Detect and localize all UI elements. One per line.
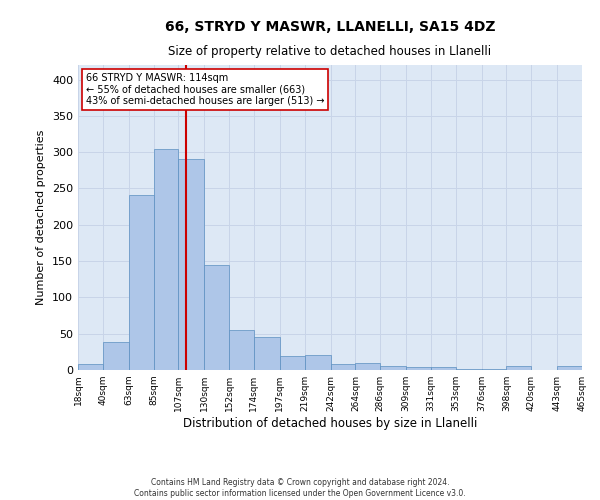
Bar [78,364,103,370]
Bar [380,366,406,370]
Text: 66 STRYD Y MASWR: 114sqm
← 55% of detached houses are smaller (663)
43% of semi-: 66 STRYD Y MASWR: 114sqm ← 55% of detach… [86,72,324,106]
Text: Size of property relative to detached houses in Llanelli: Size of property relative to detached ho… [169,45,491,58]
Text: 66, STRYD Y MASWR, LLANELLI, SA15 4DZ: 66, STRYD Y MASWR, LLANELLI, SA15 4DZ [165,20,495,34]
Bar [178,158,204,370]
Bar [280,356,305,370]
Bar [406,367,431,370]
Y-axis label: Number of detached properties: Number of detached properties [37,130,46,305]
Bar [506,366,531,370]
Bar [482,368,506,370]
Bar [229,330,254,370]
Bar [431,367,456,370]
Bar [254,338,280,370]
Bar [355,362,380,370]
Bar [204,266,229,370]
Bar [129,195,154,370]
Bar [305,356,331,370]
Bar [103,342,129,370]
X-axis label: Distribution of detached houses by size in Llanelli: Distribution of detached houses by size … [183,417,477,430]
Bar [557,366,582,370]
Bar [456,368,482,370]
Bar [154,148,178,370]
Text: Contains HM Land Registry data © Crown copyright and database right 2024.
Contai: Contains HM Land Registry data © Crown c… [134,478,466,498]
Bar [331,364,355,370]
